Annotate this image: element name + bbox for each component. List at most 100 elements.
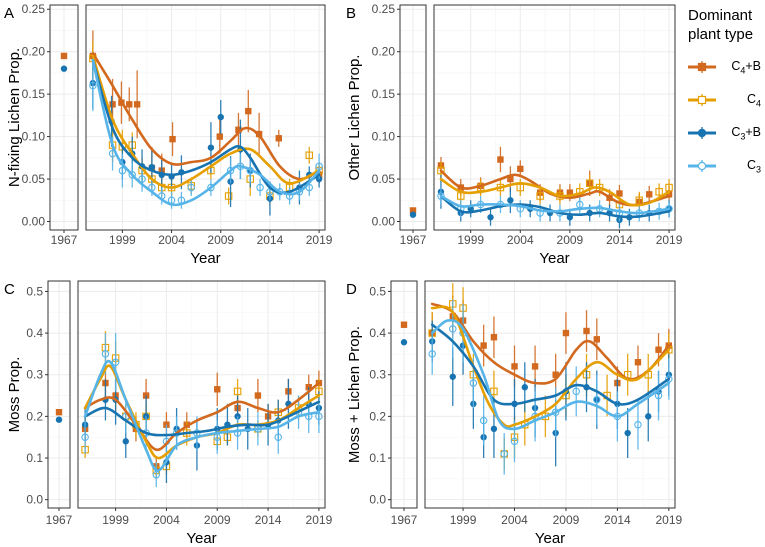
x-tick-label: 2014 — [604, 513, 631, 527]
inset-point-c3b — [55, 416, 63, 423]
legend-title-line2: plant type — [688, 26, 754, 43]
legend-item-c3: C3 — [684, 151, 765, 184]
y-tick-label: 0.20 — [22, 45, 46, 59]
data-point — [235, 126, 242, 134]
trend-line-c3 — [430, 319, 671, 431]
data-point — [634, 420, 642, 429]
data-point — [624, 429, 631, 437]
x-tick-label: 2009 — [553, 513, 580, 527]
y-tick-label: 0.15 — [372, 87, 396, 101]
data-point — [655, 346, 662, 353]
panel-letter: C — [4, 281, 15, 298]
y-ticks: 0.0 0.1 0.2 0.3 0.4 0.5 — [369, 284, 391, 507]
x-tick-label: 2009 — [204, 513, 231, 527]
data-point — [233, 387, 242, 396]
inset-point-c3b — [409, 211, 417, 218]
data-point — [109, 101, 116, 108]
y-tick-label: 0.1 — [26, 451, 43, 465]
x-axis-label: Year — [190, 250, 220, 267]
x-tick-label: 2014 — [606, 233, 633, 247]
data-point — [655, 188, 663, 196]
x-axis-label: Year — [186, 530, 216, 547]
data-point — [437, 166, 445, 175]
x-tick-label: 2004 — [158, 233, 185, 247]
panel-letter: B — [346, 5, 356, 22]
panel-letter: D — [346, 281, 357, 298]
data-point — [428, 350, 436, 358]
trend-line-c4b — [83, 381, 321, 452]
trend-line-c4 — [439, 177, 671, 207]
y-tick-label: 0.5 — [369, 284, 386, 298]
legend-key-c3 — [688, 160, 716, 172]
inset-point-c4b — [55, 409, 63, 416]
legend-title-line1: Dominant — [688, 7, 753, 24]
data-layer — [400, 283, 673, 475]
x-tick-label: 1999 — [457, 233, 484, 247]
data-point — [142, 392, 150, 399]
legend: Dominant plant type C4+B C4 C3+B C3 — [684, 6, 765, 184]
panel-d: D Moss + Lichen Prop. 0.0 0.1 0.2 0.3 0.4 0.5 19… — [346, 280, 682, 547]
data-point — [256, 183, 264, 192]
y-ticks: 0.00 0.05 0.10 0.15 0.20 0.25 — [22, 2, 50, 229]
x-ticks: 1967 1999 2004 2009 2014 2019 — [51, 230, 333, 247]
data-point — [480, 342, 487, 349]
data-point — [507, 175, 514, 183]
data-point — [437, 192, 445, 200]
inset-point-c3b — [60, 65, 68, 72]
data-point — [133, 101, 141, 108]
y-tick-label: 0.20 — [372, 45, 396, 59]
data-point — [645, 413, 652, 420]
data-point — [593, 336, 601, 343]
y-tick-label: 0.05 — [22, 172, 46, 186]
data-point — [169, 135, 176, 143]
gridlines — [50, 5, 325, 230]
y-axis-label: N-fixing Lichen Prop. — [6, 48, 23, 187]
gridlines — [400, 5, 675, 230]
inset-point-c4b — [409, 207, 417, 214]
data-point — [128, 171, 136, 179]
x-tick-label: 2019 — [656, 233, 683, 247]
legend-key-c4 — [688, 94, 716, 106]
trend-line-c4 — [83, 364, 321, 460]
data-point — [583, 327, 590, 335]
data-point — [507, 197, 514, 204]
series-c3 — [428, 299, 673, 475]
main-border — [424, 280, 676, 509]
data-point — [487, 214, 494, 221]
y-axis-label: Other Lichen Prop. — [346, 55, 363, 181]
data-point — [118, 166, 127, 175]
inset-border — [47, 280, 71, 509]
y-axis-label: Moss Prop. — [6, 357, 23, 433]
trend-line-c3b — [430, 323, 671, 406]
data-layer — [409, 146, 673, 229]
legend-key-c3b — [688, 127, 716, 139]
data-point — [490, 334, 498, 341]
data-point — [216, 133, 223, 140]
y-tick-label: 0.2 — [369, 409, 386, 423]
x-tick-label-inset: 1967 — [391, 513, 418, 527]
x-tick-label: 2004 — [153, 513, 180, 527]
data-point — [562, 329, 570, 337]
y-tick-label: 0.00 — [22, 215, 46, 229]
legend-item-c3b: C3+B — [684, 118, 765, 151]
data-layer — [55, 330, 323, 488]
x-tick-label: 2009 — [207, 233, 234, 247]
data-point — [634, 359, 642, 366]
legend-marker — [697, 161, 707, 171]
data-point — [226, 166, 235, 175]
trend-line-c4b — [430, 302, 671, 385]
x-tick-label: 2019 — [306, 233, 333, 247]
data-point — [616, 190, 623, 197]
data-point — [234, 413, 241, 420]
inset-border — [399, 4, 427, 231]
data-point — [654, 391, 663, 400]
data-point — [254, 392, 262, 399]
y-ticks: 0.00 0.05 0.10 0.15 0.20 0.25 — [372, 2, 400, 229]
y-ticks: 0.0 0.1 0.2 0.3 0.4 0.5 — [26, 284, 48, 507]
panel-c: C Moss Prop. 0.0 0.1 0.2 0.3 0.4 0.5 1967 1999 200… — [4, 280, 333, 547]
data-point — [479, 416, 488, 425]
x-tick-label: 2004 — [501, 513, 528, 527]
data-point — [217, 113, 224, 121]
x-ticks: 1967 1999 2004 2009 2014 2019 — [46, 508, 333, 527]
